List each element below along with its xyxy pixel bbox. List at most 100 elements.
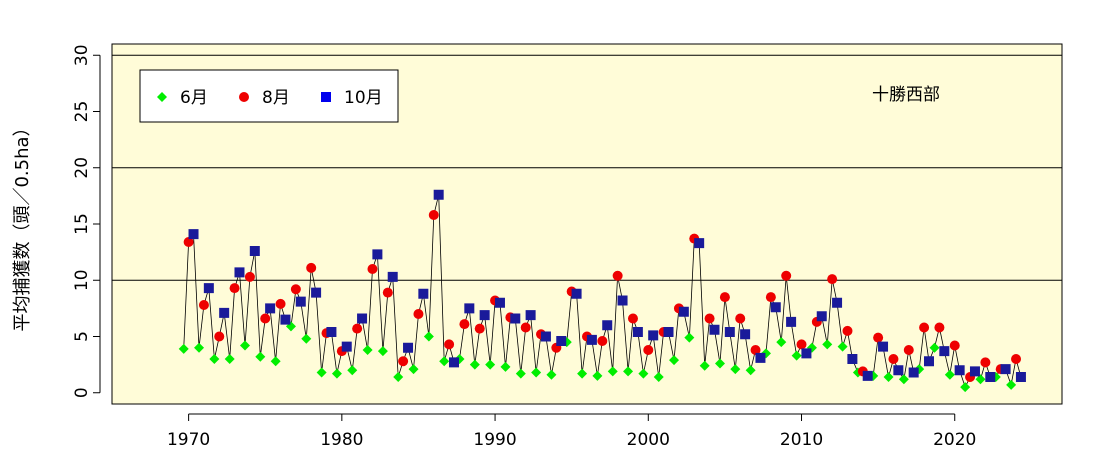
y-tick-label: 20 — [72, 157, 92, 179]
data-point-square — [540, 331, 551, 342]
data-point-diamond — [577, 368, 588, 379]
data-point-diamond — [347, 365, 358, 376]
data-point-diamond — [669, 355, 680, 366]
data-point-diamond — [944, 369, 955, 380]
data-point-diamond — [745, 365, 756, 376]
data-point-circle — [704, 313, 715, 324]
data-point-diamond — [638, 368, 649, 379]
data-point-circle — [643, 345, 654, 355]
data-point-square — [433, 189, 444, 200]
data-point-circle — [796, 339, 807, 350]
data-point-diamond — [500, 361, 511, 372]
data-point-square — [954, 365, 965, 376]
data-point-square — [357, 313, 368, 324]
data-point-diamond — [331, 368, 342, 379]
data-point-square — [678, 306, 689, 317]
data-point-circle — [888, 354, 899, 364]
y-tick-label: 5 — [72, 331, 92, 342]
data-point-diamond — [194, 342, 205, 353]
data-point-square — [709, 324, 720, 335]
x-tick-label: 1970 — [167, 430, 210, 450]
region-annotation: 十勝西部 — [872, 85, 940, 105]
data-point-circle — [612, 270, 623, 281]
data-point-circle — [934, 322, 945, 333]
data-point-diamond — [883, 372, 894, 382]
data-point-square — [724, 327, 735, 337]
data-point-circle — [275, 298, 286, 309]
x-tick-label: 1990 — [473, 430, 516, 450]
data-point-diamond — [531, 367, 542, 378]
data-point-diamond — [791, 350, 802, 361]
data-point-circle — [919, 322, 930, 333]
data-point-circle — [474, 323, 485, 334]
reference-lines — [112, 54, 1062, 281]
data-point-square — [602, 320, 613, 331]
data-point-diamond — [837, 341, 848, 352]
legend-label: 8月 — [262, 88, 290, 108]
data-point-square — [449, 357, 459, 368]
data-point-diamond — [960, 382, 971, 393]
data-point-diamond — [270, 356, 281, 367]
data-point-diamond — [240, 340, 250, 351]
data-point-diamond — [715, 358, 725, 369]
data-point-circle — [520, 322, 531, 333]
data-point-circle — [750, 345, 761, 355]
data-point-diamond — [623, 366, 634, 377]
data-point-square — [510, 313, 521, 324]
legend-marker-circle — [239, 92, 249, 102]
data-point-circle — [597, 336, 608, 346]
legend-box — [139, 69, 399, 123]
data-point-circle — [260, 313, 271, 324]
data-point-circle — [198, 300, 209, 310]
y-tick-label: 0 — [72, 387, 92, 398]
data-point-diamond — [929, 342, 940, 353]
data-point-circle — [949, 340, 960, 351]
data-point-circle — [873, 332, 884, 343]
data-point-square — [648, 330, 659, 341]
data-point-diamond — [699, 360, 710, 371]
x-tick-label: 1980 — [320, 430, 363, 450]
x-tick-label: 2010 — [780, 430, 823, 450]
data-point-diamond — [607, 366, 618, 377]
data-point-circle — [229, 283, 240, 294]
data-point-square — [556, 336, 567, 346]
data-point-square — [770, 302, 781, 313]
data-point-circle — [735, 313, 746, 324]
data-point-square — [694, 238, 705, 249]
x-tick-label: 2000 — [627, 430, 670, 450]
y-tick-label: 25 — [72, 101, 92, 123]
x-tick-label: 2020 — [933, 430, 976, 450]
data-point-diamond — [255, 351, 266, 362]
data-point-square — [632, 327, 643, 337]
legend: 6月 8月 10月 — [139, 69, 399, 123]
data-point-square — [295, 296, 306, 307]
data-point-diamond — [515, 368, 526, 379]
data-point-diamond — [316, 367, 327, 378]
data-point-square — [740, 329, 751, 340]
data-point-diamond — [377, 346, 388, 357]
y-axis-title: 平均捕獲数（頭／0.5ha） — [12, 118, 33, 331]
data-point-diamond — [684, 332, 695, 343]
data-point-square — [571, 288, 582, 299]
data-point-diamond — [730, 364, 741, 375]
data-point-square — [203, 283, 214, 294]
data-point-square — [755, 352, 766, 363]
legend-label: 10月 — [344, 88, 383, 108]
data-point-square — [372, 249, 383, 260]
data-point-circle — [306, 262, 317, 273]
data-point-diamond — [301, 333, 312, 344]
data-point-square — [847, 354, 858, 364]
data-point-diamond — [776, 337, 787, 348]
data-point-square — [816, 311, 827, 322]
data-point-square — [832, 297, 843, 308]
data-point-circle — [827, 274, 838, 285]
data-point-circle — [183, 237, 194, 247]
data-point-square — [219, 307, 230, 318]
data-point-circle — [352, 323, 363, 334]
data-point-circle — [459, 319, 470, 330]
plot-frame — [111, 43, 1063, 405]
data-point-diamond — [485, 359, 496, 370]
data-point-circle — [290, 284, 301, 295]
data-point-circle — [367, 264, 378, 274]
